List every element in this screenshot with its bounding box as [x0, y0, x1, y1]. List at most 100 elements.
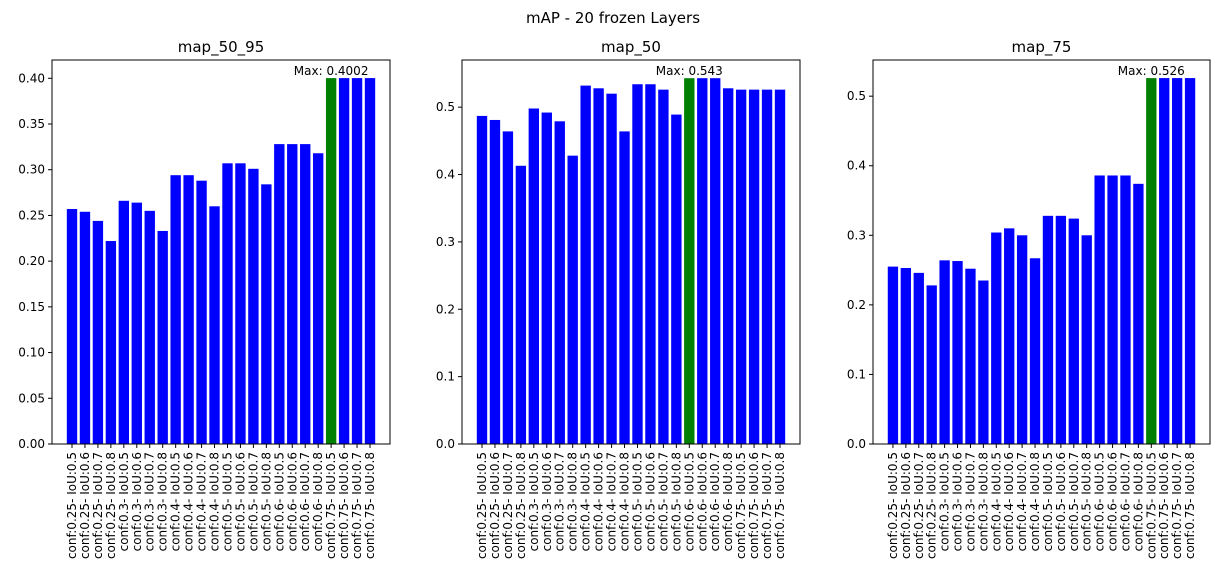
x-tick-label-conf-0-75-iou-0-7: conf:0.75- IoU:0.7	[1170, 452, 1184, 559]
x-tick-label-conf-0-5-iou-0-6: conf:0.5- IoU:0.6	[1054, 452, 1068, 551]
y-tick-label: 0.40	[18, 71, 45, 85]
bar-conf-0-4-iou-0-6	[1004, 228, 1015, 444]
y-tick-label: 0.0	[847, 437, 866, 451]
x-tick-label-conf-0-4-iou-0-7: conf:0.4- IoU:0.7	[195, 452, 209, 551]
max-annotation: Max: 0.543	[656, 64, 723, 78]
bar-conf-0-75-iou-0-8	[774, 89, 786, 444]
bar-conf-0-4-iou-0-7	[1016, 235, 1028, 444]
x-tick-label-conf-0-6-iou-0-5: conf:0.6- IoU:0.5	[682, 452, 696, 551]
x-tick-label-conf-0-4-iou-0-8: conf:0.4- IoU:0.8	[618, 452, 632, 551]
bar-conf-0-25-iou-0-6	[79, 211, 91, 444]
x-tick-label-conf-0-4-iou-0-7: conf:0.4- IoU:0.7	[605, 452, 619, 551]
x-tick-label-conf-0-75-iou-0-8: conf:0.75- IoU:0.8	[773, 452, 787, 559]
bar-conf-0-25-iou-0-7	[502, 131, 514, 444]
axes-frame	[51, 59, 391, 445]
y-tick-label: 0.5	[847, 89, 866, 103]
x-tick-label-conf-0-6-iou-0-6: conf:0.6- IoU:0.6	[1106, 452, 1120, 551]
x-tick-label-conf-0-6-iou-0-8: conf:0.6- IoU:0.8	[721, 452, 735, 551]
bar-conf-0-3-iou-0-7	[144, 210, 155, 444]
y-tick-label: 0.0	[436, 437, 455, 451]
x-tick-label-conf-0-3-iou-0-8: conf:0.3- IoU:0.8	[976, 452, 990, 551]
x-tick-label-conf-0-5-iou-0-8: conf:0.5- IoU:0.8	[669, 452, 683, 551]
x-tick-label-conf-0-4-iou-0-5: conf:0.4- IoU:0.5	[579, 452, 593, 551]
x-tick-label-conf-0-5-iou-0-8: conf:0.5- IoU:0.8	[259, 452, 273, 551]
bar-conf-0-6-iou-0-7	[710, 78, 721, 444]
bar-conf-0-3-iou-0-8	[157, 230, 168, 444]
x-tick-label-conf-0-6-iou-0-5: conf:0.6- IoU:0.5	[1093, 452, 1107, 551]
bar-conf-0-3-iou-0-7	[965, 268, 976, 444]
bar-conf-0-3-iou-0-5	[528, 108, 540, 444]
x-tick-label-conf-0-4-iou-0-6: conf:0.4- IoU:0.6	[592, 452, 606, 551]
bar-conf-0-25-iou-0-8	[105, 241, 117, 444]
bar-conf-0-6-iou-0-7	[1120, 175, 1131, 445]
y-tick-label: 0.4	[436, 168, 455, 182]
y-tick-label: 0.3	[436, 235, 455, 249]
bar-conf-0-3-iou-0-8	[567, 155, 578, 444]
bar-conf-0-75-iou-0-6	[748, 89, 760, 444]
y-tick-label: 0.15	[18, 300, 45, 314]
bar-conf-0-6-iou-0-6	[697, 78, 708, 444]
bar-conf-0-6-iou-0-5	[274, 144, 285, 445]
bar-conf-0-4-iou-0-6	[593, 88, 604, 444]
bar-conf-0-75-iou-0-7	[1171, 78, 1183, 444]
bar-conf-0-5-iou-0-5	[222, 163, 233, 444]
y-tick-label: 0.35	[18, 117, 45, 131]
y-tick-label: 0.20	[18, 254, 45, 268]
x-tick-label-conf-0-4-iou-0-6: conf:0.4- IoU:0.6	[1002, 452, 1016, 551]
subplot-map-75: map_75 Max: 0.526 0.0 0.1 0.2 0.3 0.4 0.5 conf:0…	[847, 38, 1211, 559]
bar-conf-0-5-iou-0-5	[632, 84, 643, 444]
x-tick-label-conf-0-5-iou-0-8: conf:0.5- IoU:0.8	[1080, 452, 1094, 551]
bar-conf-0-5-iou-0-7	[1068, 218, 1079, 444]
x-tick-label-conf-0-6-iou-0-8: conf:0.6- IoU:0.8	[311, 452, 325, 551]
x-tick-label-conf-0-6-iou-0-5: conf:0.6- IoU:0.5	[272, 452, 286, 551]
bar-conf-0-3-iou-0-6	[131, 202, 142, 444]
bar-conf-0-3-iou-0-6	[541, 112, 552, 445]
x-tick-label-conf-0-25-iou-0-6: conf:0.25- IoU:0.6	[488, 452, 502, 559]
x-tick-label-conf-0-5-iou-0-5: conf:0.5- IoU:0.5	[630, 452, 644, 551]
x-tick-label-conf-0-25-iou-0-5: conf:0.25- IoU:0.5	[886, 452, 900, 559]
y-tick-label: 0.05	[18, 391, 45, 405]
y-tick-label: 0.1	[847, 367, 866, 381]
bar-max	[325, 78, 337, 444]
y-tick-label: 0.3	[847, 228, 866, 242]
bar-conf-0-4-iou-0-5	[991, 232, 1002, 444]
bar-conf-0-25-iou-0-7	[92, 220, 104, 444]
y-tick-label: 0.5	[436, 100, 455, 114]
bar-conf-0-5-iou-0-8	[1081, 235, 1092, 444]
x-tick-label-conf-0-75-iou-0-6: conf:0.75- IoU:0.6	[747, 452, 761, 559]
x-tick-label-conf-0-5-iou-0-5: conf:0.5- IoU:0.5	[220, 452, 234, 551]
x-tick-label-conf-0-6-iou-0-7: conf:0.6- IoU:0.7	[1118, 452, 1132, 551]
x-tick-label-conf-0-3-iou-0-6: conf:0.3- IoU:0.6	[951, 452, 965, 551]
bar-conf-0-4-iou-0-8	[209, 206, 220, 444]
x-tick-label-conf-0-3-iou-0-7: conf:0.3- IoU:0.7	[963, 452, 977, 551]
x-tick-label-conf-0-25-iou-0-7: conf:0.25- IoU:0.7	[501, 452, 515, 559]
x-tick-label-conf-0-75-iou-0-8: conf:0.75- IoU:0.8	[1183, 452, 1197, 559]
y-tick-label: 0.1	[436, 370, 455, 384]
x-tick-label-conf-0-5-iou-0-7: conf:0.5- IoU:0.7	[246, 452, 260, 551]
x-tick-label-conf-0-25-iou-0-7: conf:0.25- IoU:0.7	[912, 452, 926, 559]
bar-conf-0-6-iou-0-7	[300, 144, 311, 445]
subplot-map-50-95: map_50_95 Max: 0.4002 0.00 0.05 0.10 0.15 0.20…	[18, 38, 391, 559]
bar-conf-0-3-iou-0-8	[978, 280, 989, 444]
x-tick-label-conf-0-3-iou-0-8: conf:0.3- IoU:0.8	[156, 452, 170, 551]
bar-conf-0-6-iou-0-6	[1107, 175, 1118, 445]
bar-conf-0-5-iou-0-6	[1055, 215, 1067, 444]
bar-max	[684, 78, 695, 444]
x-tick-label-conf-0-3-iou-0-7: conf:0.3- IoU:0.7	[143, 452, 157, 551]
x-tick-label-conf-0-25-iou-0-8: conf:0.25- IoU:0.8	[925, 452, 939, 559]
y-tick-label: 0.00	[18, 437, 45, 451]
bar-conf-0-25-iou-0-6	[489, 119, 501, 445]
figure-title: mAP - 20 frozen Layers	[526, 9, 700, 27]
y-tick-label: 0.2	[436, 302, 455, 316]
bar-conf-0-75-iou-0-7	[351, 78, 363, 444]
y-tick-label: 0.30	[18, 163, 45, 177]
bar-conf-0-6-iou-0-8	[1133, 183, 1144, 444]
bar-conf-0-5-iou-0-5	[1042, 215, 1054, 444]
bar-conf-0-25-iou-0-5	[476, 115, 488, 445]
bar-conf-0-4-iou-0-8	[619, 131, 630, 444]
x-tick-label-conf-0-25-iou-0-6: conf:0.25- IoU:0.6	[899, 452, 913, 559]
bar-conf-0-5-iou-0-7	[658, 89, 669, 444]
x-tick-label-conf-0-4-iou-0-7: conf:0.4- IoU:0.7	[1015, 452, 1029, 551]
x-tick-label-conf-0-75-iou-0-7: conf:0.75- IoU:0.7	[350, 452, 364, 559]
